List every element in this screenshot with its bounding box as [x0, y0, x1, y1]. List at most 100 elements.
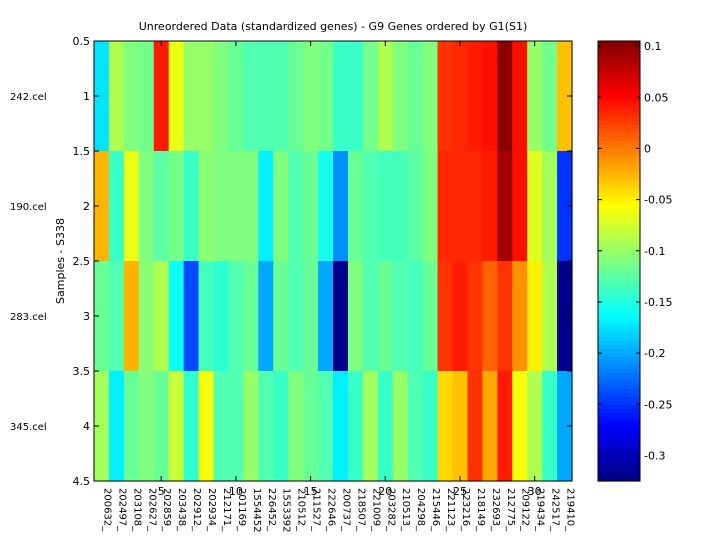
heatmap-cell [362, 41, 379, 152]
heatmap-cell [108, 371, 125, 482]
heatmap-cell [542, 41, 558, 152]
colorbar-band [598, 357, 640, 362]
colorbar-band [598, 385, 640, 390]
colorbar-band [598, 253, 640, 258]
heatmap-cell [243, 371, 259, 482]
x-tick-label: 25 [453, 485, 467, 498]
colorbar-band [598, 269, 640, 274]
colorbar-band [598, 333, 640, 338]
y-tick-label: 2.5 [73, 255, 91, 268]
colorbar-band [598, 453, 640, 458]
colorbar-band [598, 129, 640, 134]
colorbar-band [598, 245, 640, 250]
heatmap-cell [273, 151, 289, 262]
colorbar-band [598, 229, 640, 234]
column-label: 202627_ [146, 488, 157, 532]
colorbar-band [598, 81, 640, 86]
heatmap-cell [258, 151, 274, 262]
colorbar-band [598, 233, 640, 238]
row-label: 190.cel [10, 202, 47, 213]
column-label: 215446_ [430, 488, 441, 532]
colorbar-band [598, 261, 640, 266]
colorbar-band [598, 469, 640, 474]
heatmap-cell [407, 151, 424, 262]
colorbar-band [598, 257, 640, 262]
heatmap-cell [422, 41, 439, 152]
heatmap-cell [347, 261, 364, 372]
colorbar-band [598, 345, 640, 350]
colorbar-band [598, 65, 640, 70]
colorbar-band [598, 193, 640, 198]
colorbar-tick-label: -0.15 [644, 296, 672, 309]
heatmap-cell [288, 371, 304, 482]
heatmap-cell [452, 261, 469, 372]
heatmap-cell [557, 371, 573, 482]
colorbar-band [598, 149, 640, 154]
colorbar-band [598, 137, 640, 142]
colorbar-band [598, 413, 640, 418]
colorbar-band [598, 277, 640, 282]
heatmap-cell [94, 261, 110, 372]
column-labels: 200632_ 202497_ 203108_ 202627_ 202859_ 20343… [101, 488, 575, 533]
y-tick-label: 3 [83, 310, 90, 323]
heatmap-cell [108, 151, 125, 262]
colorbar-band [598, 273, 640, 278]
column-label: 202497_ [116, 488, 127, 532]
heatmap-cell [392, 151, 409, 262]
column-label: 212775_ [505, 488, 516, 532]
colorbar-band [598, 265, 640, 270]
colorbar-band [598, 77, 640, 82]
colorbar-band [598, 241, 640, 246]
colorbar: 0.1 0.05 0 -0.05 -0.1 -0.15 -0.2 -0.25 -0.3 [597, 40, 672, 482]
colorbar-band [598, 89, 640, 94]
heatmap-cell [497, 371, 513, 482]
colorbar-band [598, 477, 640, 482]
heatmap-cell [183, 261, 200, 372]
colorbar-tick-label: -0.05 [644, 194, 672, 207]
heatmap-cell [318, 371, 334, 482]
heatmap-cell [482, 151, 498, 262]
x-tick-label: 5 [158, 485, 165, 498]
heatmap-cell [542, 371, 558, 482]
colorbar-tick-label: 0.1 [644, 40, 662, 53]
colorbar-band [598, 301, 640, 306]
heatmap-cell [527, 371, 543, 482]
colorbar-band [598, 449, 640, 454]
colorbar-band [598, 297, 640, 302]
colorbar-band [598, 61, 640, 66]
colorbar-band [598, 177, 640, 182]
heatmap-cell [318, 151, 334, 262]
heatmap-cell [527, 41, 543, 152]
heatmap-cell [497, 151, 513, 262]
heatmap-cell [333, 151, 349, 262]
colorbar-tick-label: -0.25 [644, 398, 672, 411]
heatmap-cell [153, 41, 170, 152]
colorbar-band [598, 429, 640, 434]
column-label: 219434_ [535, 488, 546, 532]
row-label: 242.cel [10, 92, 47, 103]
colorbar-band [598, 321, 640, 326]
heatmap-cell [138, 41, 155, 152]
heatmap-cell [228, 41, 244, 152]
colorbar-band [598, 53, 640, 58]
column-label: 211527_ [311, 488, 322, 532]
heatmap-cell [228, 261, 244, 372]
colorbar-band [598, 457, 640, 462]
heatmap-cell [198, 41, 215, 152]
heatmap-cell [333, 261, 349, 372]
heatmap-cell [123, 41, 140, 152]
colorbar-band [598, 369, 640, 374]
heatmap-cell [153, 261, 170, 372]
x-axis-ticks: 5 10 15 20 25 30 [158, 41, 542, 498]
heatmap-cell [243, 151, 259, 262]
column-label: 203438_ [176, 488, 187, 532]
colorbar-band [598, 173, 640, 178]
heatmap-cell [258, 41, 274, 152]
heatmap-cell [273, 371, 289, 482]
colorbar-band [598, 381, 640, 386]
heatmap-cell [243, 261, 259, 372]
colorbar-band [598, 189, 640, 194]
colorbar-band [598, 209, 640, 214]
heatmap-cell [527, 261, 543, 372]
